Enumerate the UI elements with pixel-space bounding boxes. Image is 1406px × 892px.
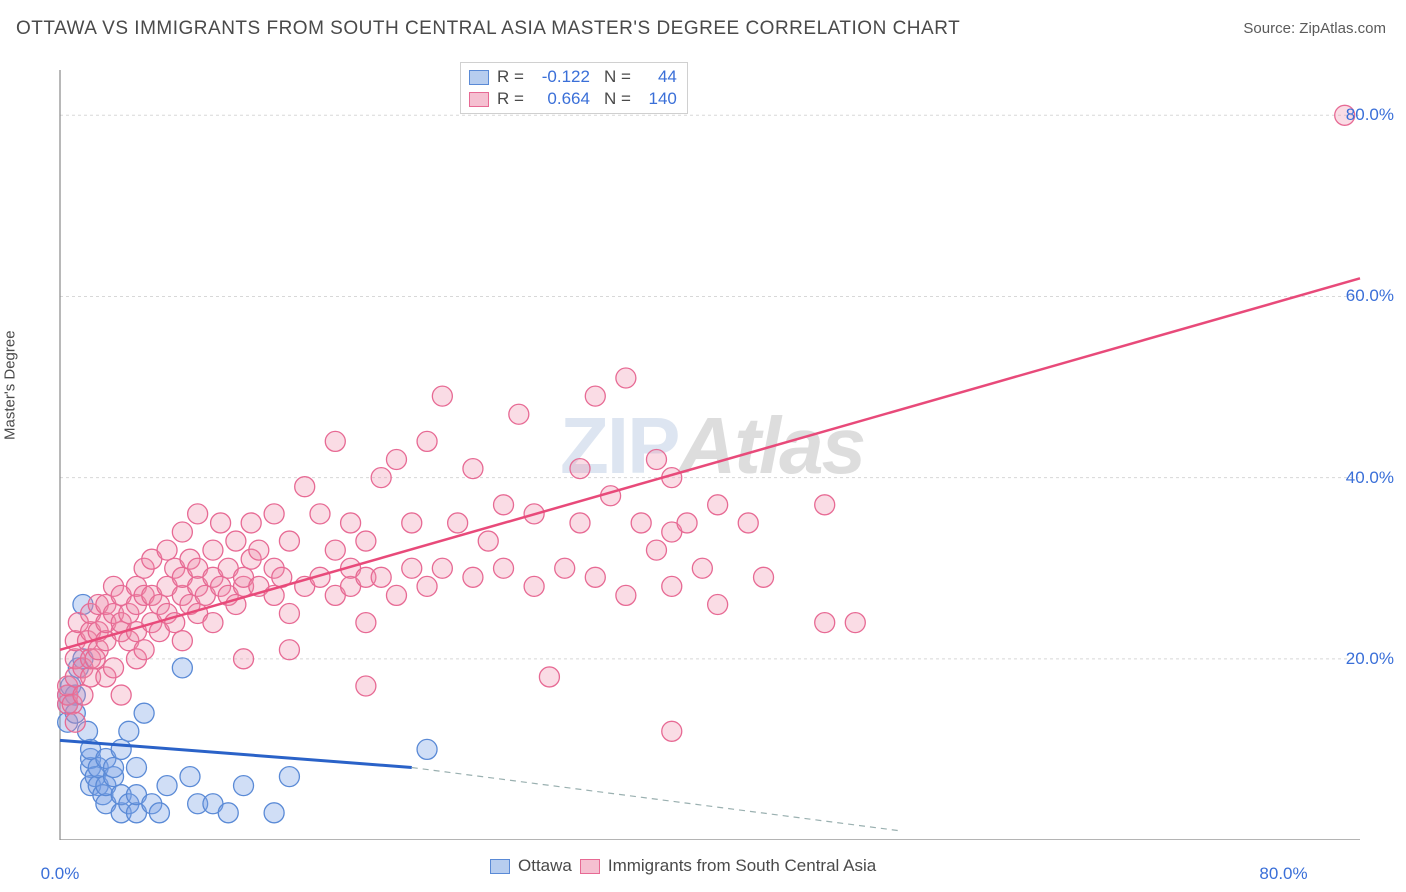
legend-n-value: 140 bbox=[637, 89, 677, 109]
legend-n-value: 44 bbox=[637, 67, 677, 87]
legend-row: R = -0.122 N = 44 bbox=[469, 66, 677, 88]
legend-correlation: R = -0.122 N = 44 R = 0.664 N = 140 bbox=[460, 62, 688, 114]
y-tick-label: 40.0% bbox=[1346, 468, 1394, 488]
legend-n-label: N = bbox=[604, 89, 631, 109]
legend-n-label: N = bbox=[604, 67, 631, 87]
legend-r-label: R = bbox=[497, 67, 524, 87]
chart-plot-area bbox=[50, 60, 1380, 840]
y-axis-label: Master's Degree bbox=[2, 330, 19, 440]
series-swatch bbox=[580, 859, 600, 874]
legend-swatch bbox=[469, 70, 489, 85]
y-tick-label: 20.0% bbox=[1346, 649, 1394, 669]
legend-series: Ottawa Immigrants from South Central Asia bbox=[490, 856, 876, 876]
series-label: Ottawa bbox=[518, 856, 572, 876]
legend-r-value: -0.122 bbox=[530, 67, 590, 87]
source-link[interactable]: ZipAtlas.com bbox=[1299, 20, 1386, 37]
y-tick-label: 60.0% bbox=[1346, 286, 1394, 306]
legend-r-value: 0.664 bbox=[530, 89, 590, 109]
legend-r-label: R = bbox=[497, 89, 524, 109]
legend-swatch bbox=[469, 92, 489, 107]
x-tick-label: 80.0% bbox=[1259, 864, 1307, 884]
chart-title: OTTAWA VS IMMIGRANTS FROM SOUTH CENTRAL … bbox=[16, 18, 960, 40]
source-label: Source: bbox=[1243, 20, 1299, 37]
series-swatch bbox=[490, 859, 510, 874]
chart-svg bbox=[50, 60, 1380, 840]
legend-row: R = 0.664 N = 140 bbox=[469, 88, 677, 110]
source-attribution: Source: ZipAtlas.com bbox=[1243, 20, 1386, 37]
series-label: Immigrants from South Central Asia bbox=[608, 856, 876, 876]
y-tick-label: 80.0% bbox=[1346, 105, 1394, 125]
x-tick-label: 0.0% bbox=[41, 864, 80, 884]
